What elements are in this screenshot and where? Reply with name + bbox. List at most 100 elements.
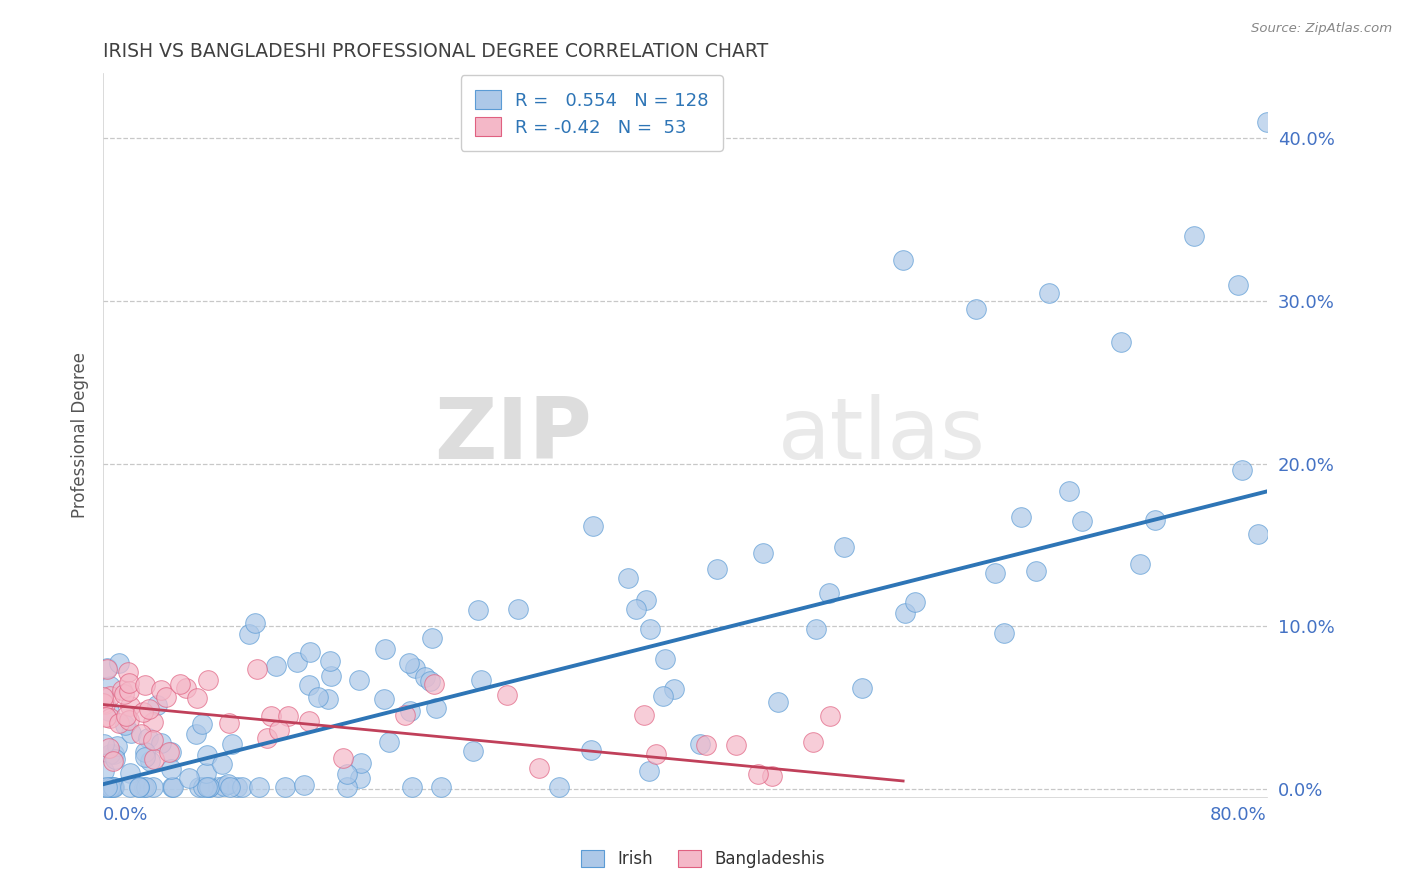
Point: [217, 777, 239, 791]
Point: [169, 677, 191, 691]
Point: [101, 780, 124, 795]
Point: [706, 562, 728, 576]
Point: [285, 655, 308, 669]
Point: [191, 780, 214, 795]
Point: [689, 737, 711, 751]
Point: [128, 780, 150, 795]
Point: [100, 710, 122, 724]
Point: [373, 692, 395, 706]
Point: [117, 665, 139, 679]
Point: [160, 780, 183, 795]
Point: [194, 766, 217, 780]
Point: [891, 253, 914, 268]
Point: [423, 677, 446, 691]
Point: [197, 780, 219, 795]
Point: [1182, 229, 1205, 244]
Point: [150, 682, 173, 697]
Point: [817, 586, 839, 600]
Point: [461, 744, 484, 758]
Point: [212, 779, 235, 793]
Point: [1025, 564, 1047, 578]
Point: [243, 615, 266, 630]
Point: [318, 655, 340, 669]
Point: [162, 780, 184, 795]
Text: IRISH VS BANGLADESHI PROFESSIONAL DEGREE CORRELATION CHART: IRISH VS BANGLADESHI PROFESSIONAL DEGREE…: [103, 42, 768, 61]
Point: [273, 780, 295, 795]
Point: [349, 772, 371, 786]
Point: [636, 592, 658, 607]
Point: [374, 642, 396, 657]
Point: [98, 689, 121, 703]
Point: [547, 780, 569, 795]
Point: [155, 690, 177, 704]
Point: [97, 704, 120, 718]
Point: [260, 708, 283, 723]
Point: [97, 740, 120, 755]
Point: [893, 606, 915, 620]
Point: [101, 755, 124, 769]
Point: [269, 723, 291, 737]
Point: [804, 622, 827, 636]
Text: 0.0%: 0.0%: [103, 806, 149, 824]
Point: [413, 670, 436, 684]
Point: [378, 735, 401, 749]
Point: [801, 735, 824, 749]
Point: [142, 780, 165, 795]
Text: 80.0%: 80.0%: [1211, 806, 1267, 824]
Point: [420, 631, 443, 645]
Point: [108, 657, 131, 671]
Point: [93, 697, 115, 711]
Point: [159, 762, 181, 776]
Point: [207, 780, 229, 795]
Point: [100, 780, 122, 795]
Y-axis label: Professional Degree: Professional Degree: [72, 352, 89, 518]
Point: [1129, 558, 1152, 572]
Point: [298, 645, 321, 659]
Point: [1143, 513, 1166, 527]
Point: [617, 571, 640, 585]
Point: [247, 780, 270, 795]
Point: [145, 698, 167, 712]
Point: [150, 736, 173, 750]
Point: [131, 706, 153, 720]
Point: [1038, 285, 1060, 300]
Point: [104, 751, 127, 765]
Point: [633, 708, 655, 723]
Point: [134, 750, 156, 764]
Point: [195, 747, 218, 762]
Point: [298, 714, 321, 729]
Point: [184, 727, 207, 741]
Point: [136, 731, 159, 745]
Point: [238, 626, 260, 640]
Point: [430, 780, 453, 795]
Point: [231, 780, 253, 795]
Point: [425, 700, 447, 714]
Point: [176, 681, 198, 695]
Point: [529, 761, 551, 775]
Point: [506, 601, 529, 615]
Point: [579, 743, 602, 757]
Point: [644, 747, 666, 762]
Point: [399, 705, 422, 719]
Point: [316, 691, 339, 706]
Point: [93, 690, 115, 704]
Point: [218, 715, 240, 730]
Point: [112, 687, 135, 701]
Point: [398, 656, 420, 670]
Point: [965, 302, 987, 317]
Point: [128, 780, 150, 795]
Point: [190, 717, 212, 731]
Point: [1010, 509, 1032, 524]
Point: [118, 676, 141, 690]
Point: [91, 696, 114, 710]
Point: [851, 681, 873, 695]
Point: [761, 769, 783, 783]
Point: [332, 751, 354, 765]
Point: [143, 752, 166, 766]
Point: [221, 737, 243, 751]
Point: [98, 747, 121, 761]
Point: [142, 714, 165, 729]
Point: [1111, 334, 1133, 349]
Point: [582, 519, 605, 533]
Point: [93, 764, 115, 778]
